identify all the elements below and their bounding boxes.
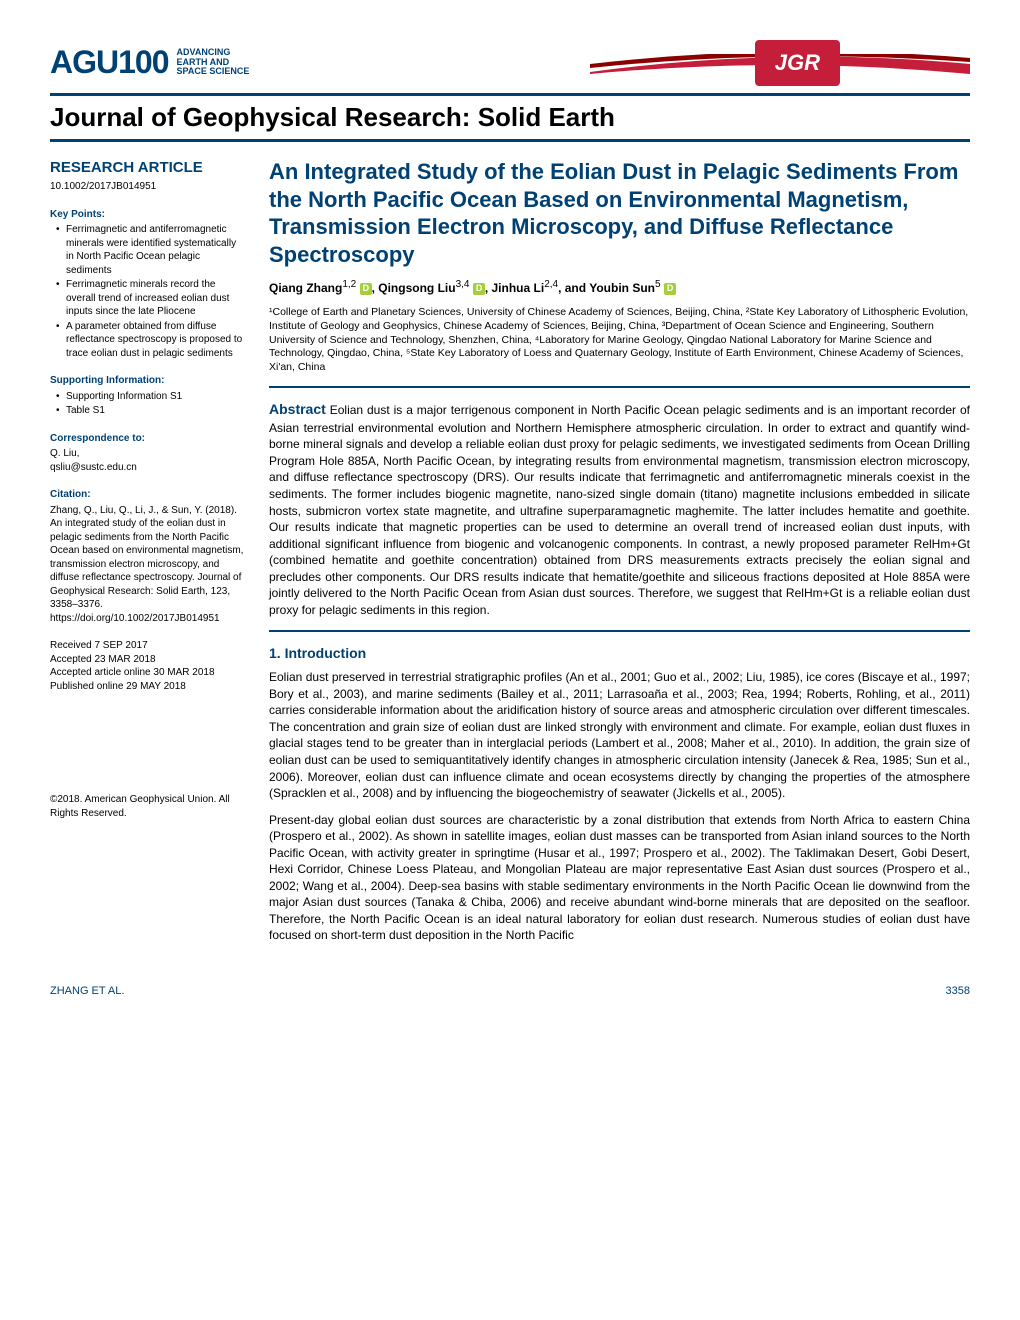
jgr-label: JGR xyxy=(755,40,840,86)
dates-section: Received 7 SEP 2017 Accepted 23 MAR 2018… xyxy=(50,639,245,693)
supporting-info-item: Table S1 xyxy=(60,404,245,418)
footer-page-number: 3358 xyxy=(946,984,970,999)
sidebar: RESEARCH ARTICLE 10.1002/2017JB014951 Ke… xyxy=(50,158,245,954)
page-footer: ZHANG ET AL. 3358 xyxy=(50,984,970,999)
doi: 10.1002/2017JB014951 xyxy=(50,180,245,194)
main-content: An Integrated Study of the Eolian Dust i… xyxy=(269,158,970,954)
orcid-icon xyxy=(360,283,372,295)
citation-section: Citation: Zhang, Q., Liu, Q., Li, J., & … xyxy=(50,488,245,625)
date-received: Received 7 SEP 2017 xyxy=(50,639,245,653)
key-point-item: A parameter obtained from diffuse reflec… xyxy=(60,320,245,361)
journal-title: Journal of Geophysical Research: Solid E… xyxy=(50,93,970,142)
agu-logo: AGU100 ADVANCING EARTH AND SPACE SCIENCE xyxy=(50,41,249,84)
article-title: An Integrated Study of the Eolian Dust i… xyxy=(269,158,970,268)
date-published: Published online 29 MAY 2018 xyxy=(50,680,245,694)
citation-label: Citation: xyxy=(50,488,245,502)
footer-authors: ZHANG ET AL. xyxy=(50,984,124,999)
date-accepted-online: Accepted article online 30 MAR 2018 xyxy=(50,666,245,680)
page-header: AGU100 ADVANCING EARTH AND SPACE SCIENCE… xyxy=(50,40,970,85)
correspondence-label: Correspondence to: xyxy=(50,432,245,446)
agu-tagline: ADVANCING EARTH AND SPACE SCIENCE xyxy=(177,48,250,78)
copyright: ©2018. American Geophysical Union. All R… xyxy=(50,793,245,820)
key-point-item: Ferrimagnetic and antiferromagnetic mine… xyxy=(60,223,245,277)
authors: Qiang Zhang1,2 , Qingsong Liu3,4 , Jinhu… xyxy=(269,278,970,296)
orcid-icon xyxy=(473,283,485,295)
citation-text: Zhang, Q., Liu, Q., Li, J., & Sun, Y. (2… xyxy=(50,504,245,626)
intro-paragraph: Eolian dust preserved in terrestrial str… xyxy=(269,669,970,801)
divider xyxy=(269,630,970,632)
key-points-list: Ferrimagnetic and antiferromagnetic mine… xyxy=(50,223,245,360)
supporting-info-item: Supporting Information S1 xyxy=(60,390,245,404)
supporting-info-section: Supporting Information: Supporting Infor… xyxy=(50,374,245,418)
abstract-text: Eolian dust is a major terrigenous compo… xyxy=(269,403,970,616)
supporting-info-label: Supporting Information: xyxy=(50,374,245,388)
article-type: RESEARCH ARTICLE xyxy=(50,158,245,178)
correspondence-name: Q. Liu, xyxy=(50,447,245,461)
correspondence-email: qsliu@sustc.edu.cn xyxy=(50,461,245,475)
abstract-label: Abstract xyxy=(269,401,326,417)
affiliations: ¹College of Earth and Planetary Sciences… xyxy=(269,306,970,374)
intro-paragraph: Present-day global eolian dust sources a… xyxy=(269,812,970,944)
jgr-badge: JGR xyxy=(590,40,970,85)
correspondence-section: Correspondence to: Q. Liu, qsliu@sustc.e… xyxy=(50,432,245,475)
supporting-info-list: Supporting Information S1 Table S1 xyxy=(50,390,245,418)
divider xyxy=(269,386,970,388)
orcid-icon xyxy=(664,283,676,295)
abstract: Abstract Eolian dust is a major terrigen… xyxy=(269,400,970,618)
key-points-section: Key Points: Ferrimagnetic and antiferrom… xyxy=(50,208,245,361)
agu-wordmark: AGU100 xyxy=(50,41,169,84)
key-points-label: Key Points: xyxy=(50,208,245,222)
section-heading-intro: 1. Introduction xyxy=(269,644,970,663)
date-accepted: Accepted 23 MAR 2018 xyxy=(50,653,245,667)
key-point-item: Ferrimagnetic minerals record the overal… xyxy=(60,278,245,319)
